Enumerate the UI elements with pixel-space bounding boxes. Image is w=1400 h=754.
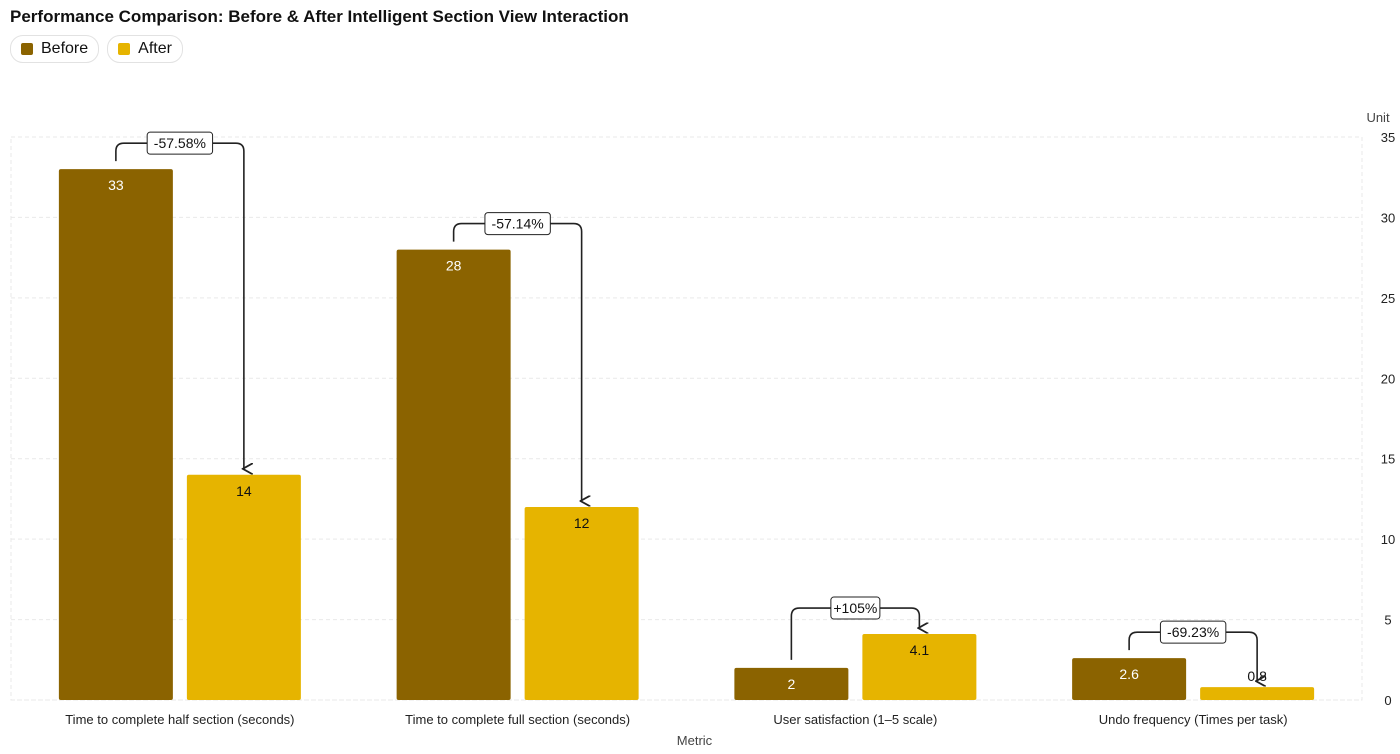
change-label: -69.23% <box>1167 624 1219 640</box>
legend-swatch-after <box>118 43 131 55</box>
grid-lines <box>10 136 1363 701</box>
change-label-box <box>484 212 551 236</box>
bar-value-label: 2 <box>787 676 795 692</box>
change-label-box <box>830 596 881 620</box>
bar-value-label: 28 <box>446 258 462 274</box>
y-tick-label: 25 <box>1381 291 1395 306</box>
bar-value-label: 12 <box>574 515 590 531</box>
legend-item-before[interactable]: Before <box>10 35 100 63</box>
y-tick-label: 5 <box>1384 613 1391 628</box>
y-tick-label: 10 <box>1381 532 1395 547</box>
x-axis-title: Metric <box>677 733 713 748</box>
x-tick-label: User satisfaction (1–5 scale) <box>773 712 937 727</box>
x-tick-label: Time to complete full section (seconds) <box>405 712 630 727</box>
bar-after <box>524 506 639 700</box>
chart-title: Performance Comparison: Before & After I… <box>10 7 629 26</box>
bar-value-label: 2.6 <box>1119 666 1139 682</box>
bar-after <box>862 634 977 700</box>
change-label: -57.14% <box>492 216 544 232</box>
x-tick-label: Undo frequency (Times per task) <box>1099 712 1288 727</box>
change-label-box <box>146 131 214 155</box>
x-axis: Time to complete half section (seconds) T… <box>65 712 1287 748</box>
change-label: +105% <box>833 600 877 616</box>
bar-value-label: 14 <box>236 483 252 499</box>
bar-before <box>734 667 849 700</box>
change-label-box <box>1159 620 1227 644</box>
legend: Before After <box>10 35 183 63</box>
change-annotations: -57.58% -57.14% +105% -69.23% <box>115 131 1257 681</box>
bar-before <box>396 249 511 700</box>
y-axis-title: Unit <box>1366 110 1390 125</box>
y-tick-label: 20 <box>1381 371 1395 386</box>
legend-label-before: Before <box>41 40 89 57</box>
y-tick-label: 15 <box>1381 452 1395 467</box>
bar-before <box>1072 658 1187 700</box>
legend-label-after: After <box>138 40 172 57</box>
legend-item-after[interactable]: After <box>107 35 183 63</box>
bar-value-label: 4.1 <box>910 642 930 658</box>
change-label: -57.58% <box>154 135 206 151</box>
bar-after <box>1200 687 1315 700</box>
y-axis: 0 5 10 15 20 25 30 35 Unit <box>1366 110 1395 708</box>
y-tick-label: 35 <box>1381 130 1395 145</box>
bar-before <box>58 169 173 700</box>
y-tick-label: 30 <box>1381 210 1395 225</box>
bar-after <box>186 474 301 700</box>
bar-value-label: 33 <box>108 177 124 193</box>
legend-swatch-before <box>21 43 33 55</box>
y-tick-label: 0 <box>1384 693 1391 708</box>
x-tick-label: Time to complete half section (seconds) <box>65 712 294 727</box>
